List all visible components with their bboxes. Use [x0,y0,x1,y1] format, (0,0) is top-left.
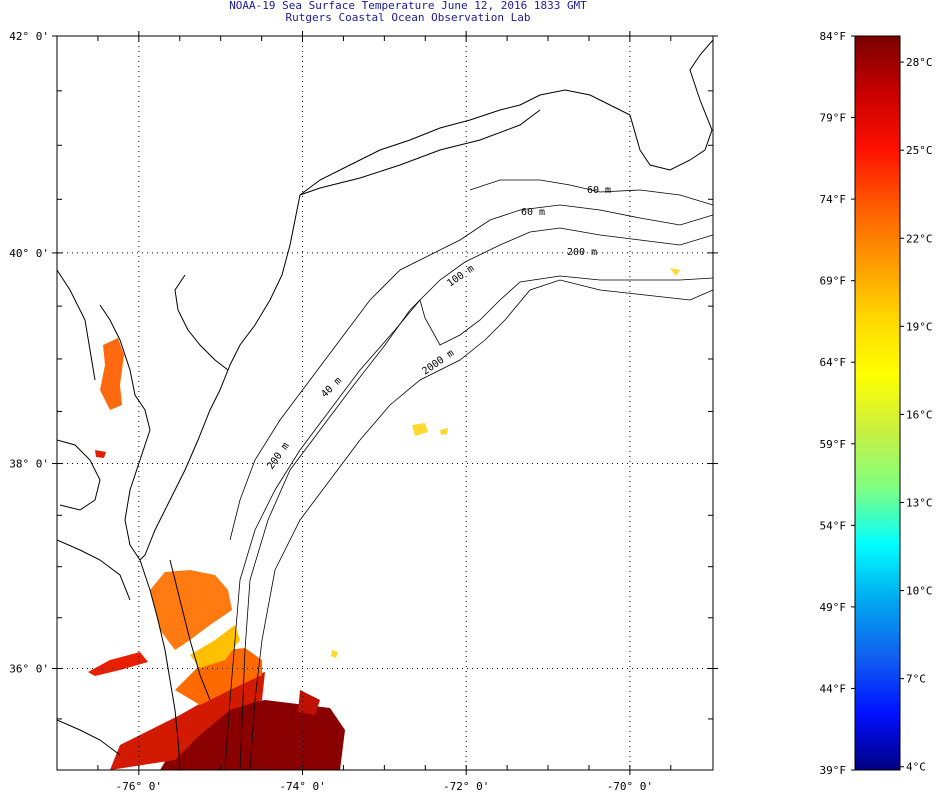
colorbar-c-label: 4°C [906,761,926,774]
contour-label: 2000 m [420,348,456,378]
colorbar-c-label: 7°C [906,673,926,686]
colorbar-c-label: 22°C [906,232,933,245]
lon-label: -72° 0' [443,780,489,793]
lon-label: -76° 0' [116,780,162,793]
colorbar-c-label: 16°C [906,408,933,421]
contour-label: 200 m [265,441,291,472]
colorbar-f-label: 59°F [820,438,847,451]
contour-200m [239,275,713,770]
contour-60m-north [469,179,713,206]
sst-patch-albemarle [88,652,148,676]
lat-label: 38° 0' [9,458,49,471]
lat-label: 42° 0' [9,30,49,43]
chart-title-block: NOAA-19 Sea Surface Temperature June 12,… [0,0,816,24]
colorbar-f-label: 44°F [820,682,847,695]
colorbar-c-label: 28°C [906,56,933,69]
contour-label: 100 m [445,263,476,289]
colorbar-c-label: 25°C [906,144,933,157]
colorbar [854,35,901,771]
colorbar-f-label: 54°F [820,519,847,532]
sst-patch-shelf-red [298,690,320,715]
contour-label: 60 m [587,185,611,196]
sst-data-layer [88,268,680,770]
colorbar-f-label: 64°F [820,356,847,369]
chart-title: NOAA-19 Sea Surface Temperature June 12,… [229,0,587,12]
contour-label: 200 m [567,247,597,258]
sst-patch-shelf-yellow [190,625,240,668]
chart-subtitle: Rutgers Coastal Ocean Observation Lab [285,11,531,24]
colorbar-f-label: 39°F [820,764,847,777]
colorbar-c-label: 19°C [906,320,933,333]
contour-label: 60 m [521,207,545,218]
sst-patch-chesapeake [100,338,124,410]
colorbar-f-label: 74°F [820,193,847,206]
lon-label: -74° 0' [279,780,325,793]
contour-60m [229,204,713,541]
contour-100m [224,227,713,770]
sst-patch-hatteras-orange [175,648,262,705]
contour-2000m [249,279,713,770]
sst-patch-hatteras-red [110,672,265,770]
bathymetry-contours [224,179,713,770]
colorbar-f-label: 84°F [820,30,847,43]
colorbar-f-label: 79°F [820,112,847,125]
lat-label: 36° 0' [9,663,49,676]
colorbar-f-label: 49°F [820,601,847,614]
graticule [57,36,713,770]
sst-patch-potomac [95,450,106,458]
colorbar-c-label: 13°C [906,496,933,509]
map-axes: 42° 0' 40° 0' 38° 0' 36° 0' -76° 0' -74° 0' -7… [9,30,718,793]
sst-patch-yellow-specks [331,268,680,658]
map-frame [56,35,714,771]
coastline [57,39,713,770]
colorbar-f-label: 69°F [820,275,847,288]
colorbar-c-label: 10°C [906,585,933,598]
sst-patch-shelf-orange [150,570,232,650]
lat-label: 40° 0' [9,247,49,260]
colorbar-axes: 84°F 79°F 74°F 69°F 64°F 59°F 54°F 49°F 44°F 39°F… [820,30,933,777]
lon-label: -70° 0' [607,780,653,793]
